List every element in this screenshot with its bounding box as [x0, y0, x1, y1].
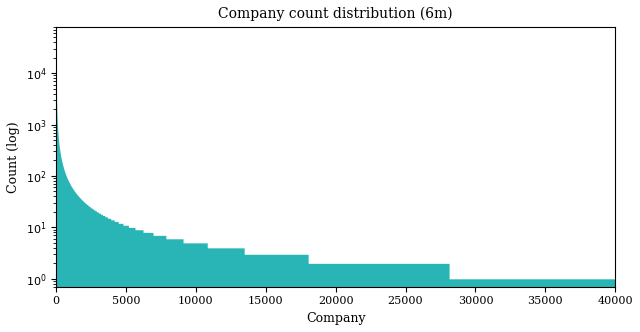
Title: Company count distribution (6m): Company count distribution (6m) — [218, 7, 453, 21]
X-axis label: Company: Company — [306, 312, 365, 325]
Y-axis label: Count (log): Count (log) — [7, 121, 20, 193]
